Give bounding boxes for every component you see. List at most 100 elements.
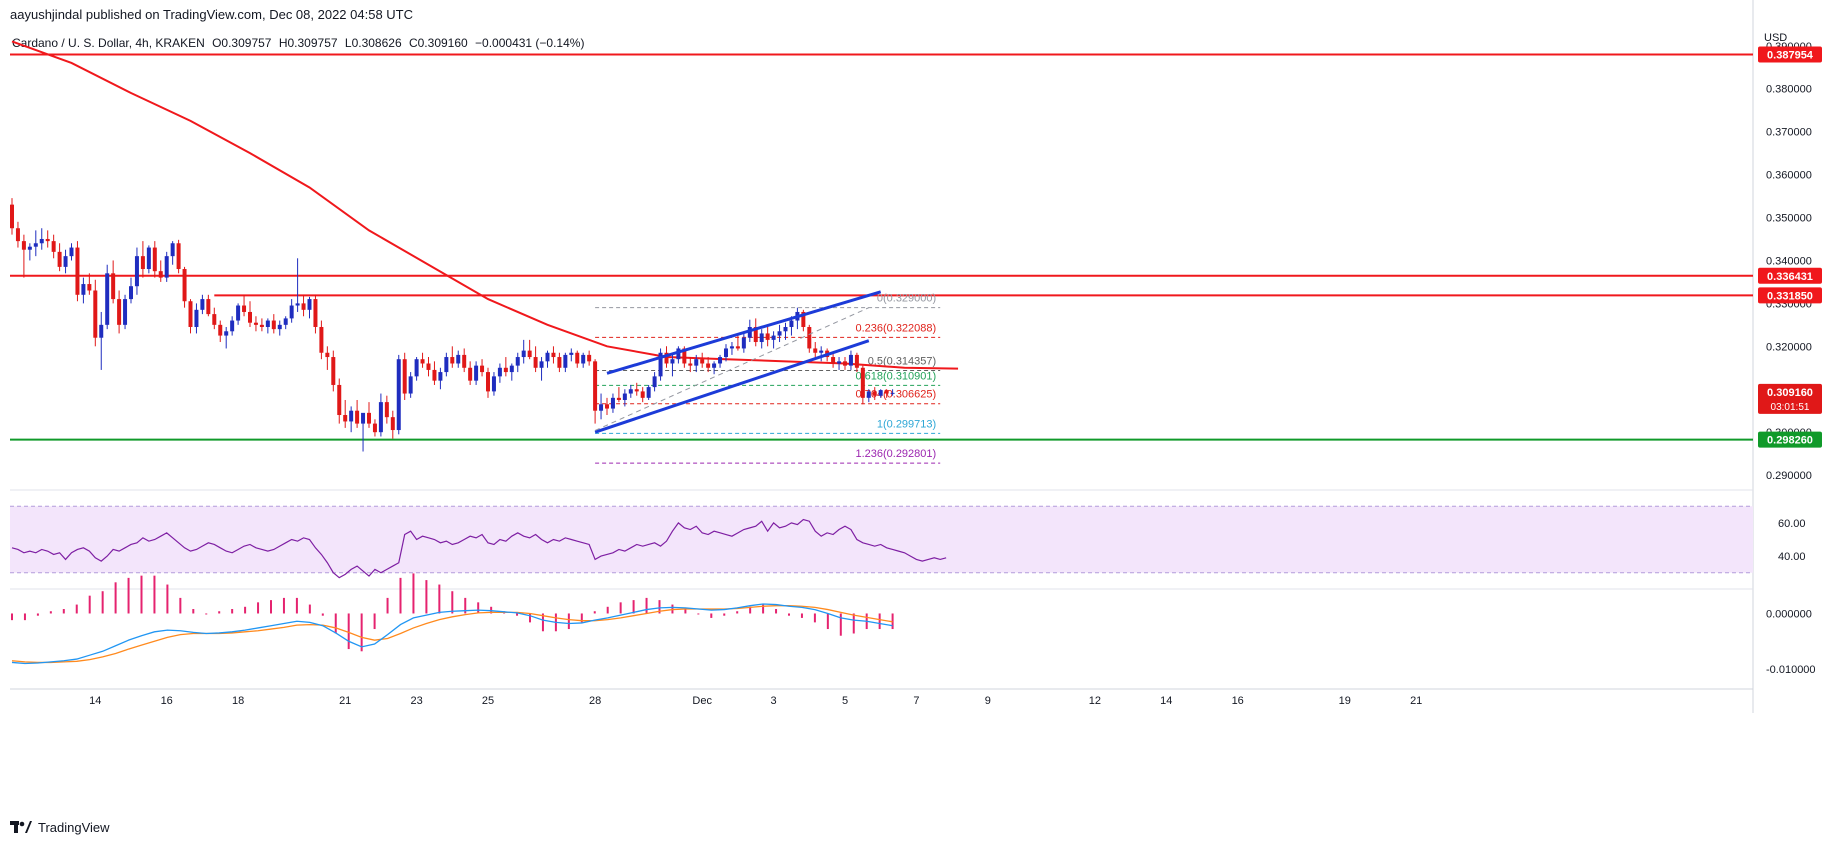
price-tick-10: 0.290000 [1766, 470, 1812, 482]
symbol-name[interactable]: Cardano / U. S. Dollar, 4h, KRAKEN [12, 36, 205, 50]
candle-body-74 [450, 357, 455, 364]
macd-hist-36 [477, 602, 480, 614]
level-badge-text-3: 0.298260 [1767, 435, 1813, 447]
macd-hist-53 [697, 613, 700, 615]
candle-body-127 [765, 333, 770, 340]
candle-body-58 [355, 410, 360, 424]
candle-body-145 [872, 391, 877, 396]
macd-hist-3 [49, 611, 52, 614]
candle-body-55 [337, 384, 342, 416]
macd-hist-1 [23, 613, 26, 621]
price-tick-4: 0.350000 [1766, 213, 1812, 225]
candle-body-3 [27, 246, 32, 250]
macd-hist-34 [451, 591, 454, 614]
candle-body-62 [378, 402, 383, 433]
candle-body-31 [194, 309, 199, 327]
candle-body-4 [33, 243, 38, 247]
published-by-line: aayushjindal published on TradingView.co… [10, 7, 414, 22]
candle-body-51 [313, 299, 318, 327]
candle-body-133 [801, 311, 806, 327]
macd-hist-5 [75, 604, 78, 614]
candle-body-52 [319, 326, 324, 353]
macd-hist-35 [464, 597, 467, 614]
footer-brand-text: TradingView [38, 820, 110, 835]
macd-hist-9 [127, 577, 130, 614]
candle-body-8 [57, 251, 62, 267]
candle-body-101 [610, 397, 615, 409]
level-badge-2 [1758, 287, 1822, 304]
candle-body-79 [480, 365, 485, 373]
time-tick-12: 12 [1089, 695, 1101, 707]
channel-lower-line [594, 339, 870, 434]
candle-body-128 [771, 335, 776, 340]
macd-hist-56 [736, 611, 739, 614]
candle-body-68 [414, 359, 419, 377]
candle-body-111 [670, 359, 675, 364]
current-price-text-0: 0.309160 [1767, 387, 1813, 399]
macd-hist-54 [710, 613, 713, 618]
candle-body-100 [605, 404, 609, 409]
macd-hist-67 [878, 613, 881, 630]
macd-hist-63 [826, 613, 829, 630]
fib-label-3: 0.618(0.310901) [855, 370, 936, 382]
time-tick-10: 7 [913, 695, 919, 707]
time-tick-3: 21 [339, 695, 351, 707]
candle-body-45 [277, 324, 282, 330]
candle-body-57 [349, 410, 354, 422]
candle-body-139 [837, 361, 842, 364]
candle-body-123 [741, 337, 746, 349]
candle-body-16 [105, 273, 110, 325]
fib-label-1: 0.236(0.322088) [855, 322, 936, 334]
candle-body-13 [87, 284, 92, 291]
candle-body-91 [551, 352, 556, 358]
macd-hist-4 [62, 609, 65, 614]
macd-hist-26 [347, 613, 350, 650]
candle-body-66 [402, 359, 407, 394]
macd-signal-line [11, 605, 893, 664]
macd-hist-12 [166, 584, 169, 614]
candle-body-0 [10, 204, 14, 229]
macd-hist-19 [257, 602, 260, 614]
symbol-legend[interactable]: Cardano / U. S. Dollar, 4h, KRAKEN O0.30… [12, 36, 588, 50]
macd-hist-49 [645, 597, 648, 614]
macd-hist-46 [606, 606, 609, 614]
candle-body-34 [212, 314, 217, 325]
price-badges: 0.387954 0.336431 0.331850 0.298260 0.309160… [1758, 46, 1822, 448]
macd-hist-44 [580, 613, 583, 623]
time-tick-4: 23 [410, 695, 422, 707]
candle-body-59 [361, 412, 366, 424]
footer-brand[interactable]: TradingView [10, 820, 110, 835]
macd-hist-60 [788, 613, 790, 616]
candle-body-99 [599, 404, 604, 411]
candle-body-147 [884, 390, 889, 394]
candle-body-23 [146, 247, 151, 270]
candle-body-46 [283, 318, 288, 325]
candle-body-134 [807, 326, 812, 349]
macd-hist-64 [839, 613, 842, 636]
ma-line [11, 40, 959, 370]
macd-hist-41 [541, 613, 544, 632]
candle-body-70 [426, 363, 431, 370]
time-tick-14: 16 [1232, 695, 1244, 707]
current-price-badge-0 [1758, 383, 1822, 414]
level-badge-3 [1758, 431, 1822, 448]
macd-hist-24 [321, 613, 324, 616]
candle-body-44 [271, 320, 276, 330]
candle-body-141 [848, 354, 853, 366]
candle-body-125 [753, 326, 758, 343]
ohlc-low: L0.308626 [344, 36, 402, 50]
candle-body-114 [688, 363, 693, 366]
time-tick-1: 16 [161, 695, 173, 707]
fib-label-6: 1.236(0.292801) [855, 448, 936, 460]
rsi-line [11, 518, 947, 579]
candle-body-33 [206, 299, 211, 315]
candle-body-29 [182, 269, 187, 302]
channel-mid-line [594, 307, 870, 431]
candle-body-73 [444, 357, 449, 373]
candle-body-20 [129, 286, 133, 300]
macd-hist-55 [723, 613, 726, 616]
macd-hist-23 [308, 604, 311, 614]
candle-body-64 [390, 417, 395, 431]
candle-body-136 [819, 350, 824, 353]
